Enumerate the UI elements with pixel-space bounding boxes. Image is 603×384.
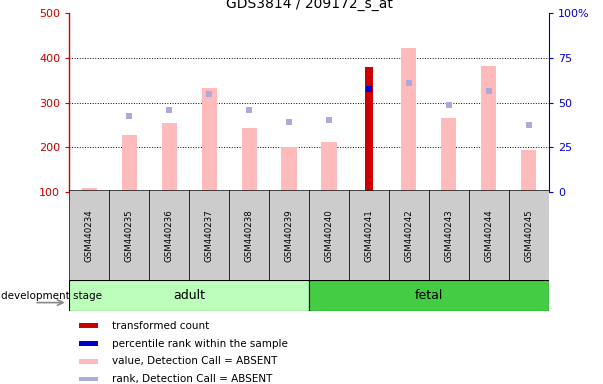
- Bar: [162, 123, 177, 192]
- Bar: [389, 190, 429, 280]
- Bar: [469, 190, 509, 280]
- Bar: [509, 190, 549, 280]
- Bar: [69, 280, 309, 311]
- Bar: [82, 187, 97, 192]
- Bar: [282, 147, 297, 192]
- Bar: [429, 190, 469, 280]
- Bar: [229, 190, 269, 280]
- Bar: [109, 190, 149, 280]
- Bar: [69, 190, 109, 280]
- Text: GSM440236: GSM440236: [165, 209, 174, 262]
- Text: development stage: development stage: [1, 291, 102, 301]
- Bar: [122, 135, 137, 192]
- Text: GSM440238: GSM440238: [245, 209, 254, 262]
- Bar: [242, 128, 257, 192]
- Bar: [402, 48, 417, 192]
- Bar: [321, 142, 336, 192]
- Text: GSM440237: GSM440237: [204, 209, 213, 262]
- Bar: [481, 66, 496, 192]
- Text: transformed count: transformed count: [113, 321, 210, 331]
- Title: GDS3814 / 209172_s_at: GDS3814 / 209172_s_at: [226, 0, 393, 11]
- Bar: [79, 341, 98, 346]
- Bar: [201, 88, 216, 192]
- Bar: [269, 190, 309, 280]
- Bar: [441, 118, 456, 192]
- Bar: [309, 190, 349, 280]
- Text: GSM440235: GSM440235: [125, 209, 134, 262]
- Bar: [365, 67, 373, 192]
- Text: value, Detection Call = ABSENT: value, Detection Call = ABSENT: [113, 356, 278, 366]
- Text: GSM440242: GSM440242: [405, 209, 414, 262]
- Text: GSM440245: GSM440245: [524, 209, 533, 262]
- Bar: [349, 190, 389, 280]
- Bar: [189, 190, 229, 280]
- Bar: [79, 377, 98, 381]
- Bar: [79, 359, 98, 364]
- Text: GSM440241: GSM440241: [364, 209, 373, 262]
- Bar: [79, 323, 98, 328]
- Text: percentile rank within the sample: percentile rank within the sample: [113, 339, 288, 349]
- Bar: [309, 280, 549, 311]
- Text: GSM440240: GSM440240: [324, 209, 333, 262]
- Text: adult: adult: [173, 289, 205, 302]
- Text: GSM440244: GSM440244: [484, 209, 493, 262]
- Bar: [521, 151, 536, 192]
- Bar: [150, 190, 189, 280]
- Text: GSM440243: GSM440243: [444, 209, 453, 262]
- Text: rank, Detection Call = ABSENT: rank, Detection Call = ABSENT: [113, 374, 273, 384]
- Text: fetal: fetal: [415, 289, 443, 302]
- Text: GSM440239: GSM440239: [285, 209, 294, 262]
- Text: GSM440234: GSM440234: [85, 209, 94, 262]
